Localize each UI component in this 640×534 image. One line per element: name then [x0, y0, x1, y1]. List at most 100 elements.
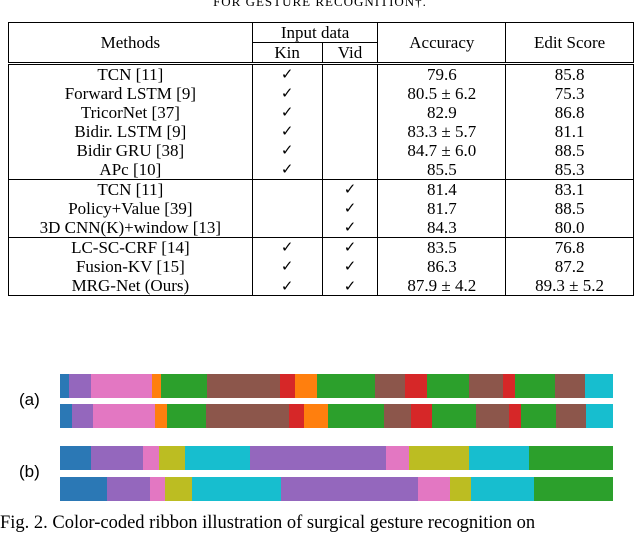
accuracy-cell: 85.5 — [377, 160, 507, 180]
ribbon-segment — [250, 446, 387, 470]
method-cell: TricorNet [37] — [8, 103, 253, 123]
method-cell: TCN [11] — [8, 62, 253, 85]
ribbon-segment — [586, 404, 613, 428]
ribbon-segment — [556, 404, 587, 428]
edit-score-cell: 75.3 — [505, 84, 634, 104]
ribbon-segment — [469, 374, 503, 398]
ribbon-segment — [529, 446, 613, 470]
edit-score-cell: 85.3 — [505, 160, 634, 180]
vid-check-cell — [321, 160, 379, 180]
accuracy-cell: 81.7 — [377, 199, 507, 219]
ribbon-segment — [159, 446, 186, 470]
kin-check-cell — [251, 179, 323, 200]
ribbon-segment — [91, 446, 144, 470]
ribbon-b-prediction — [60, 477, 613, 501]
ribbon-segment — [554, 374, 586, 398]
kin-check-cell: ✓ — [251, 237, 323, 258]
ribbon-segment — [90, 374, 152, 398]
ribbon-segment — [143, 446, 160, 470]
ribbon-segment — [585, 374, 613, 398]
ribbon-segment — [279, 374, 296, 398]
method-cell: APc [10] — [8, 160, 253, 180]
ribbon-b-ground-truth — [60, 446, 613, 470]
figure-caption: Fig. 2. Color-coded ribbon illustration … — [0, 513, 536, 533]
ribbon-segment — [151, 374, 161, 398]
method-cell: Forward LSTM [9] — [8, 84, 253, 104]
ribbon-segment — [384, 404, 411, 428]
ribbon-segment — [288, 404, 304, 428]
vid-check-cell — [321, 62, 379, 85]
ribbon-segment — [295, 374, 317, 398]
vid-check-cell: ✓ — [321, 218, 379, 238]
ribbon-segment — [107, 477, 150, 501]
ribbon-segment — [449, 477, 471, 501]
ribbon-segment — [426, 374, 470, 398]
ribbon-segment — [165, 477, 192, 501]
table-row: TCN [11] ✓ 79.6 85.8 — [8, 62, 634, 85]
ribbon-segment — [92, 404, 156, 428]
method-cell: MRG-Net (Ours) — [8, 276, 253, 297]
ribbon-segment — [69, 374, 91, 398]
ribbon-a-ground-truth — [60, 374, 613, 398]
ribbon-segment — [520, 404, 557, 428]
ribbon-segment — [303, 404, 328, 428]
edit-score-cell: 76.8 — [505, 237, 634, 258]
method-cell: Policy+Value [39] — [8, 199, 253, 219]
vid-check-cell: ✓ — [321, 199, 379, 219]
edit-score-cell: 87.2 — [505, 257, 634, 277]
vid-check-cell — [321, 122, 379, 142]
table-body: TCN [11] ✓ 79.6 85.8 Forward LSTM [9] ✓ 80.5 ±… — [8, 62, 634, 297]
accuracy-cell: 82.9 — [377, 103, 507, 123]
ribbon-segment — [515, 374, 555, 398]
table-row: Policy+Value [39] ✓ 81.7 88.5 — [8, 199, 634, 219]
method-cell: Fusion-KV [15] — [8, 257, 253, 277]
ribbon-segment — [167, 404, 206, 428]
header-methods: Methods — [8, 21, 253, 64]
edit-score-cell: 81.1 — [505, 122, 634, 142]
ribbon-segment — [431, 404, 477, 428]
method-cell: LC-SC-CRF [14] — [8, 237, 253, 258]
accuracy-cell: 84.7 ± 6.0 — [377, 141, 507, 161]
ribbon-segment — [508, 404, 521, 428]
edit-score-cell: 83.1 — [505, 179, 634, 200]
ribbon-segment — [533, 477, 613, 501]
vid-check-cell: ✓ — [321, 179, 379, 200]
table-row: APc [10] ✓ 85.5 85.3 — [8, 160, 634, 180]
ribbon-label-a: (a) — [19, 390, 40, 409]
ribbon-segment — [327, 404, 384, 428]
accuracy-cell: 87.9 ± 4.2 — [377, 276, 507, 297]
header-vid: Vid — [321, 42, 379, 65]
vid-check-cell: ✓ — [321, 257, 379, 277]
ribbon-segment — [160, 374, 207, 398]
ribbon-segment — [502, 374, 516, 398]
accuracy-cell: 86.3 — [377, 257, 507, 277]
accuracy-cell: 80.5 ± 6.2 — [377, 84, 507, 104]
results-table: Methods Input data Accuracy Edit Score K… — [8, 21, 634, 297]
ribbon-segment — [71, 404, 93, 428]
ribbon-segment — [469, 446, 530, 470]
kin-check-cell: ✓ — [251, 103, 323, 123]
table-row: Bidir GRU [38] ✓ 84.7 ± 6.0 88.5 — [8, 141, 634, 161]
edit-score-cell: 88.5 — [505, 141, 634, 161]
accuracy-cell: 81.4 — [377, 179, 507, 200]
table-row: LC-SC-CRF [14] ✓ ✓ 83.5 76.8 — [8, 237, 634, 258]
vid-check-cell — [321, 141, 379, 161]
table-row: Fusion-KV [15] ✓ ✓ 86.3 87.2 — [8, 257, 634, 277]
table-row: Forward LSTM [9] ✓ 80.5 ± 6.2 75.3 — [8, 84, 634, 104]
vid-check-cell — [321, 103, 379, 123]
table-caption: FOR GESTURE RECOGNITION†. — [213, 0, 427, 9]
vid-check-cell: ✓ — [321, 237, 379, 258]
accuracy-cell: 79.6 — [377, 62, 507, 85]
accuracy-cell: 84.3 — [377, 218, 507, 238]
edit-score-cell: 85.8 — [505, 62, 634, 85]
table-row: Bidir. LSTM [9] ✓ 83.3 ± 5.7 81.1 — [8, 122, 634, 142]
table-row: TCN [11] ✓ 81.4 83.1 — [8, 179, 634, 200]
kin-check-cell: ✓ — [251, 84, 323, 104]
edit-score-cell: 80.0 — [505, 218, 634, 238]
method-cell: 3D CNN(K)+window [13] — [8, 218, 253, 238]
header-edit-score: Edit Score — [505, 21, 634, 64]
ribbon-segment — [405, 374, 427, 398]
ribbon-segment — [206, 374, 280, 398]
ribbon-segment — [60, 477, 108, 501]
ribbon-segment — [155, 404, 167, 428]
